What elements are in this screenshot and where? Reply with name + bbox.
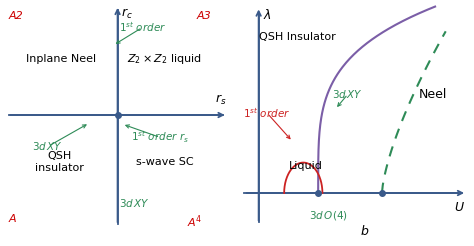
Text: s-wave SC: s-wave SC bbox=[136, 157, 193, 167]
Text: $3d\,XY$: $3d\,XY$ bbox=[332, 88, 364, 100]
Text: Inplane Neel: Inplane Neel bbox=[27, 54, 97, 64]
Text: QSH Insulator: QSH Insulator bbox=[258, 32, 335, 42]
Text: $3d\,O(4)$: $3d\,O(4)$ bbox=[310, 209, 348, 222]
Text: $1^{st}$ order $r_s$: $1^{st}$ order $r_s$ bbox=[131, 130, 189, 145]
Text: b: b bbox=[361, 225, 369, 238]
Text: $1^{st}$ order: $1^{st}$ order bbox=[244, 106, 291, 120]
Text: $\lambda$: $\lambda$ bbox=[263, 8, 272, 22]
Text: A2: A2 bbox=[9, 11, 23, 21]
Text: $3d\,XY$: $3d\,XY$ bbox=[119, 197, 150, 209]
Text: QSH
insulator: QSH insulator bbox=[35, 151, 83, 173]
Text: $3d\,XY$: $3d\,XY$ bbox=[33, 140, 64, 153]
Text: $A^4$: $A^4$ bbox=[187, 214, 203, 231]
Text: A: A bbox=[9, 214, 16, 224]
Text: $U$: $U$ bbox=[454, 201, 465, 214]
Text: A3: A3 bbox=[196, 11, 211, 21]
Text: $1^{st}$ order: $1^{st}$ order bbox=[118, 21, 166, 34]
Text: $r_c$: $r_c$ bbox=[121, 7, 133, 21]
Text: $r_s$: $r_s$ bbox=[215, 93, 227, 107]
Text: $Z_2 \times Z_2$ liquid: $Z_2 \times Z_2$ liquid bbox=[128, 52, 202, 66]
Text: Liquid: Liquid bbox=[289, 161, 322, 171]
Text: Neel: Neel bbox=[419, 88, 447, 101]
